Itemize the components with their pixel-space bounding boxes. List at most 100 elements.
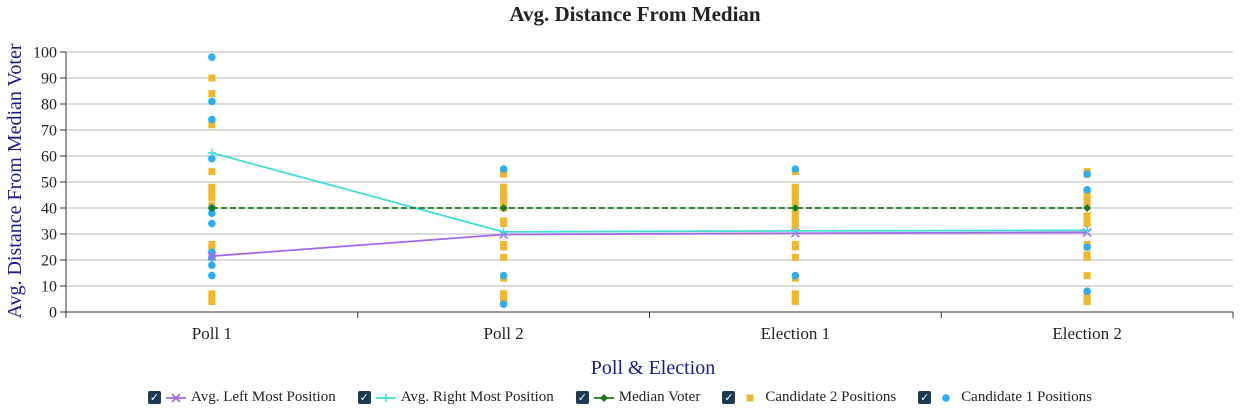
- legend-label: Avg. Left Most Position: [190, 389, 336, 405]
- data-point: [1083, 212, 1091, 220]
- y-tick-label: 40: [41, 201, 57, 218]
- data-point: [207, 148, 216, 157]
- legend-item[interactable]: ✓ Avg. Right Most Position: [357, 389, 554, 406]
- checkbox-checked-icon[interactable]: ✓: [357, 391, 371, 404]
- data-point: [500, 243, 508, 251]
- y-axis-label: Avg. Distance From Median Voter: [4, 43, 26, 318]
- data-point: [208, 209, 216, 217]
- data-point: [208, 261, 216, 270]
- x-tick-label: Poll 2: [484, 324, 524, 343]
- data-point: [208, 194, 216, 202]
- data-point: [500, 170, 508, 178]
- x-tick-label: Election 1: [761, 324, 830, 343]
- data-point: [1083, 194, 1091, 202]
- legend-item[interactable]: ✓ Avg. Left Most Position: [147, 389, 336, 406]
- x-tick-label: Poll 1: [192, 324, 232, 343]
- y-tick-label: 60: [41, 149, 57, 166]
- data-point: [1083, 170, 1091, 178]
- legend-swatch-icon: [375, 393, 396, 402]
- data-point: [791, 243, 799, 251]
- data-point: [791, 212, 799, 220]
- line-chart: 0 10 20 30 40 50 60 70 80 90 100 Poll 1 Poll 2 Electi…: [4, 43, 1234, 379]
- y-tick-label: 100: [33, 45, 57, 62]
- data-point: [208, 97, 216, 106]
- checkbox-checked-icon[interactable]: ✓: [575, 391, 589, 404]
- legend-item[interactable]: ✓ Median Voter: [575, 389, 700, 406]
- data-point: [208, 271, 216, 280]
- data-point: [746, 394, 754, 401]
- series-line: [211, 152, 1088, 233]
- axes: 0 10 20 30 40 50 60 70 80 90 100 Poll 1 Poll 2 Electi…: [33, 45, 1234, 343]
- data-point: [791, 165, 800, 173]
- series-layer: [207, 53, 1092, 309]
- data-point: [381, 393, 390, 402]
- y-tick-label: 70: [41, 123, 57, 140]
- data-point: [1083, 298, 1091, 306]
- data-point: [1083, 199, 1091, 207]
- data-point: [1083, 243, 1091, 251]
- y-tick-label: 20: [41, 253, 57, 270]
- data-point: [499, 227, 508, 236]
- data-point: [791, 194, 799, 202]
- legend: ✓ Avg. Left Most Position ✓ Avg. Right Most…: [0, 389, 1240, 406]
- data-point: [791, 222, 799, 230]
- y-tick-label: 10: [41, 279, 57, 296]
- data-point: [208, 121, 216, 129]
- checkbox-checked-icon[interactable]: ✓: [722, 391, 736, 404]
- data-point: [171, 392, 181, 403]
- series-line: [211, 231, 1088, 257]
- legend-swatch-icon: [593, 393, 614, 402]
- legend-swatch-icon: [746, 394, 754, 401]
- checkbox-checked-icon[interactable]: ✓: [147, 391, 161, 404]
- data-point: [500, 199, 508, 207]
- data-point: [599, 393, 608, 402]
- legend-label: Candidate 1 Positions: [961, 389, 1093, 405]
- checkbox-checked-icon[interactable]: ✓: [918, 391, 932, 404]
- y-tick-label: 50: [41, 175, 57, 192]
- data-point: [791, 271, 800, 280]
- y-tick-label: 90: [41, 71, 57, 88]
- y-tick-label: 30: [41, 227, 57, 244]
- data-point: [208, 183, 216, 191]
- data-point: [942, 393, 950, 402]
- data-point: [1083, 220, 1091, 228]
- data-point: [208, 53, 216, 61]
- data-point: [791, 253, 799, 261]
- legend-swatch-icon: [942, 393, 950, 402]
- data-point: [500, 253, 508, 261]
- x-axis-label: Poll & Election: [591, 357, 715, 379]
- legend-label: Avg. Right Most Position: [400, 389, 554, 405]
- data-point: [208, 243, 216, 251]
- data-point: [207, 204, 216, 212]
- data-point: [1083, 226, 1092, 235]
- data-point: [208, 168, 216, 176]
- data-point: [1083, 287, 1091, 296]
- data-point: [1083, 204, 1092, 212]
- data-point: [208, 219, 216, 228]
- data-point: [791, 226, 800, 235]
- data-point: [208, 154, 216, 163]
- data-point: [208, 298, 216, 306]
- data-point: [208, 253, 216, 262]
- data-point: [499, 300, 508, 309]
- data-point: [1083, 186, 1091, 194]
- data-point: [500, 194, 508, 202]
- data-point: [1083, 253, 1091, 261]
- data-point: [499, 204, 508, 212]
- legend-item[interactable]: ✓ Candidate 1 Positions: [918, 389, 1092, 406]
- data-point: [791, 298, 799, 306]
- legend-label: Candidate 2 Positions: [765, 389, 897, 405]
- series-candidate-1-positions: [208, 53, 1091, 309]
- series-median-voter: [207, 204, 1092, 212]
- x-tick-label: Election 2: [1052, 324, 1121, 343]
- data-point: [791, 199, 799, 207]
- data-point: [1083, 272, 1091, 280]
- data-point: [791, 204, 800, 212]
- legend-swatch-icon: [165, 392, 186, 403]
- data-point: [208, 90, 216, 98]
- y-tick-label: 80: [41, 97, 57, 114]
- data-point: [207, 251, 217, 261]
- legend-item[interactable]: ✓ Candidate 2 Positions: [722, 389, 896, 406]
- series-candidate-2-positions: [208, 74, 1091, 306]
- data-point: [499, 165, 508, 173]
